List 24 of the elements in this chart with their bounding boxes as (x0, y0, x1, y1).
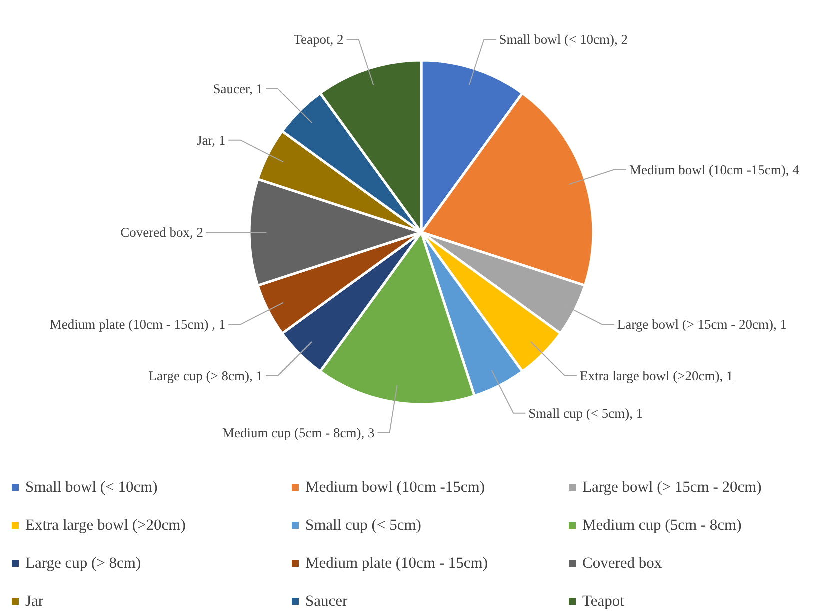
data-label: Medium bowl (10cm -15cm), 4 (630, 162, 800, 178)
legend-label: Jar (26, 593, 44, 610)
data-label: Medium plate (10cm - 15cm) , 1 (50, 317, 226, 332)
legend-label: Teapot (582, 593, 626, 610)
legend-label: Covered box (582, 555, 662, 572)
legend-label: Medium cup (5cm - 8cm) (582, 517, 742, 534)
data-label: Medium cup (5cm - 8cm), 3 (222, 425, 375, 440)
data-label: Small cup (< 5cm), 1 (528, 406, 644, 421)
legend-label: Medium plate (10cm - 15cm) (306, 555, 488, 572)
data-label: Small bowl (< 10cm), 2 (499, 32, 628, 47)
legend-label: Extra large bowl (>20cm) (26, 517, 186, 534)
data-label: Jar, 1 (196, 132, 226, 148)
data-label: Extra large bowl (>20cm), 1 (580, 368, 734, 384)
legend-label: Saucer (306, 593, 349, 610)
data-label: Large bowl (> 15cm - 20cm), 1 (617, 317, 788, 332)
data-label: Covered box, 2 (120, 225, 204, 240)
data-label: Teapot, 2 (294, 32, 344, 47)
data-label: Large cup (> 8cm), 1 (148, 368, 263, 384)
legend-label: Small cup (< 5cm) (306, 517, 422, 534)
legend-label: Large bowl (> 15cm - 20cm) (582, 479, 762, 496)
data-label: Saucer, 1 (213, 81, 263, 96)
legend-label: Medium bowl (10cm -15cm) (306, 479, 486, 496)
legend-label: Small bowl (< 10cm) (26, 479, 158, 496)
legend-label: Large cup (> 8cm) (26, 555, 142, 572)
